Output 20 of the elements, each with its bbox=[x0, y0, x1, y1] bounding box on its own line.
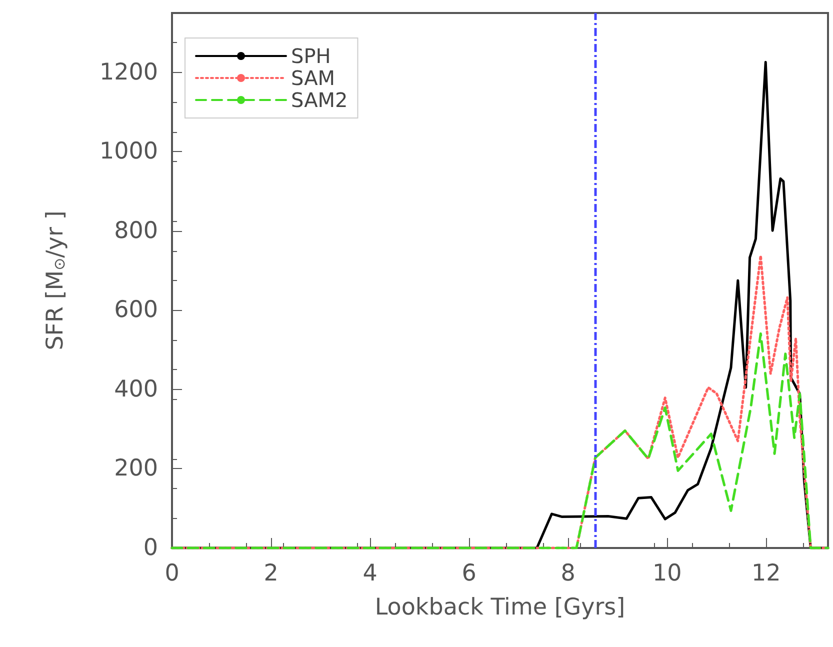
legend-label: SPH bbox=[291, 44, 331, 68]
x-tick-label: 2 bbox=[264, 560, 278, 586]
x-tick-label: 12 bbox=[751, 560, 781, 586]
legend-label: SAM bbox=[291, 66, 336, 90]
x-tick-label: 10 bbox=[652, 560, 682, 586]
legend-label: SAM2 bbox=[291, 88, 348, 112]
y-tick-label: 200 bbox=[114, 456, 158, 482]
y-tick-label: 600 bbox=[114, 297, 158, 324]
line-series bbox=[170, 332, 830, 550]
y-tick-label: 1200 bbox=[99, 59, 158, 86]
x-tick-label: 8 bbox=[560, 560, 576, 586]
y-tick-label: 400 bbox=[114, 376, 158, 402]
y-tick-label: 800 bbox=[114, 218, 158, 244]
y-tick-label: 1000 bbox=[99, 138, 158, 165]
y-axis-title: SFR [M⊙/yr ] bbox=[42, 210, 68, 350]
x-axis-title: Lookback Time [Gyrs] bbox=[374, 594, 626, 620]
x-tick-label: 6 bbox=[462, 560, 476, 586]
x-tick-label: 4 bbox=[362, 560, 378, 586]
y-tick-label: 0 bbox=[143, 535, 158, 561]
x-tick-label: 0 bbox=[164, 560, 180, 586]
